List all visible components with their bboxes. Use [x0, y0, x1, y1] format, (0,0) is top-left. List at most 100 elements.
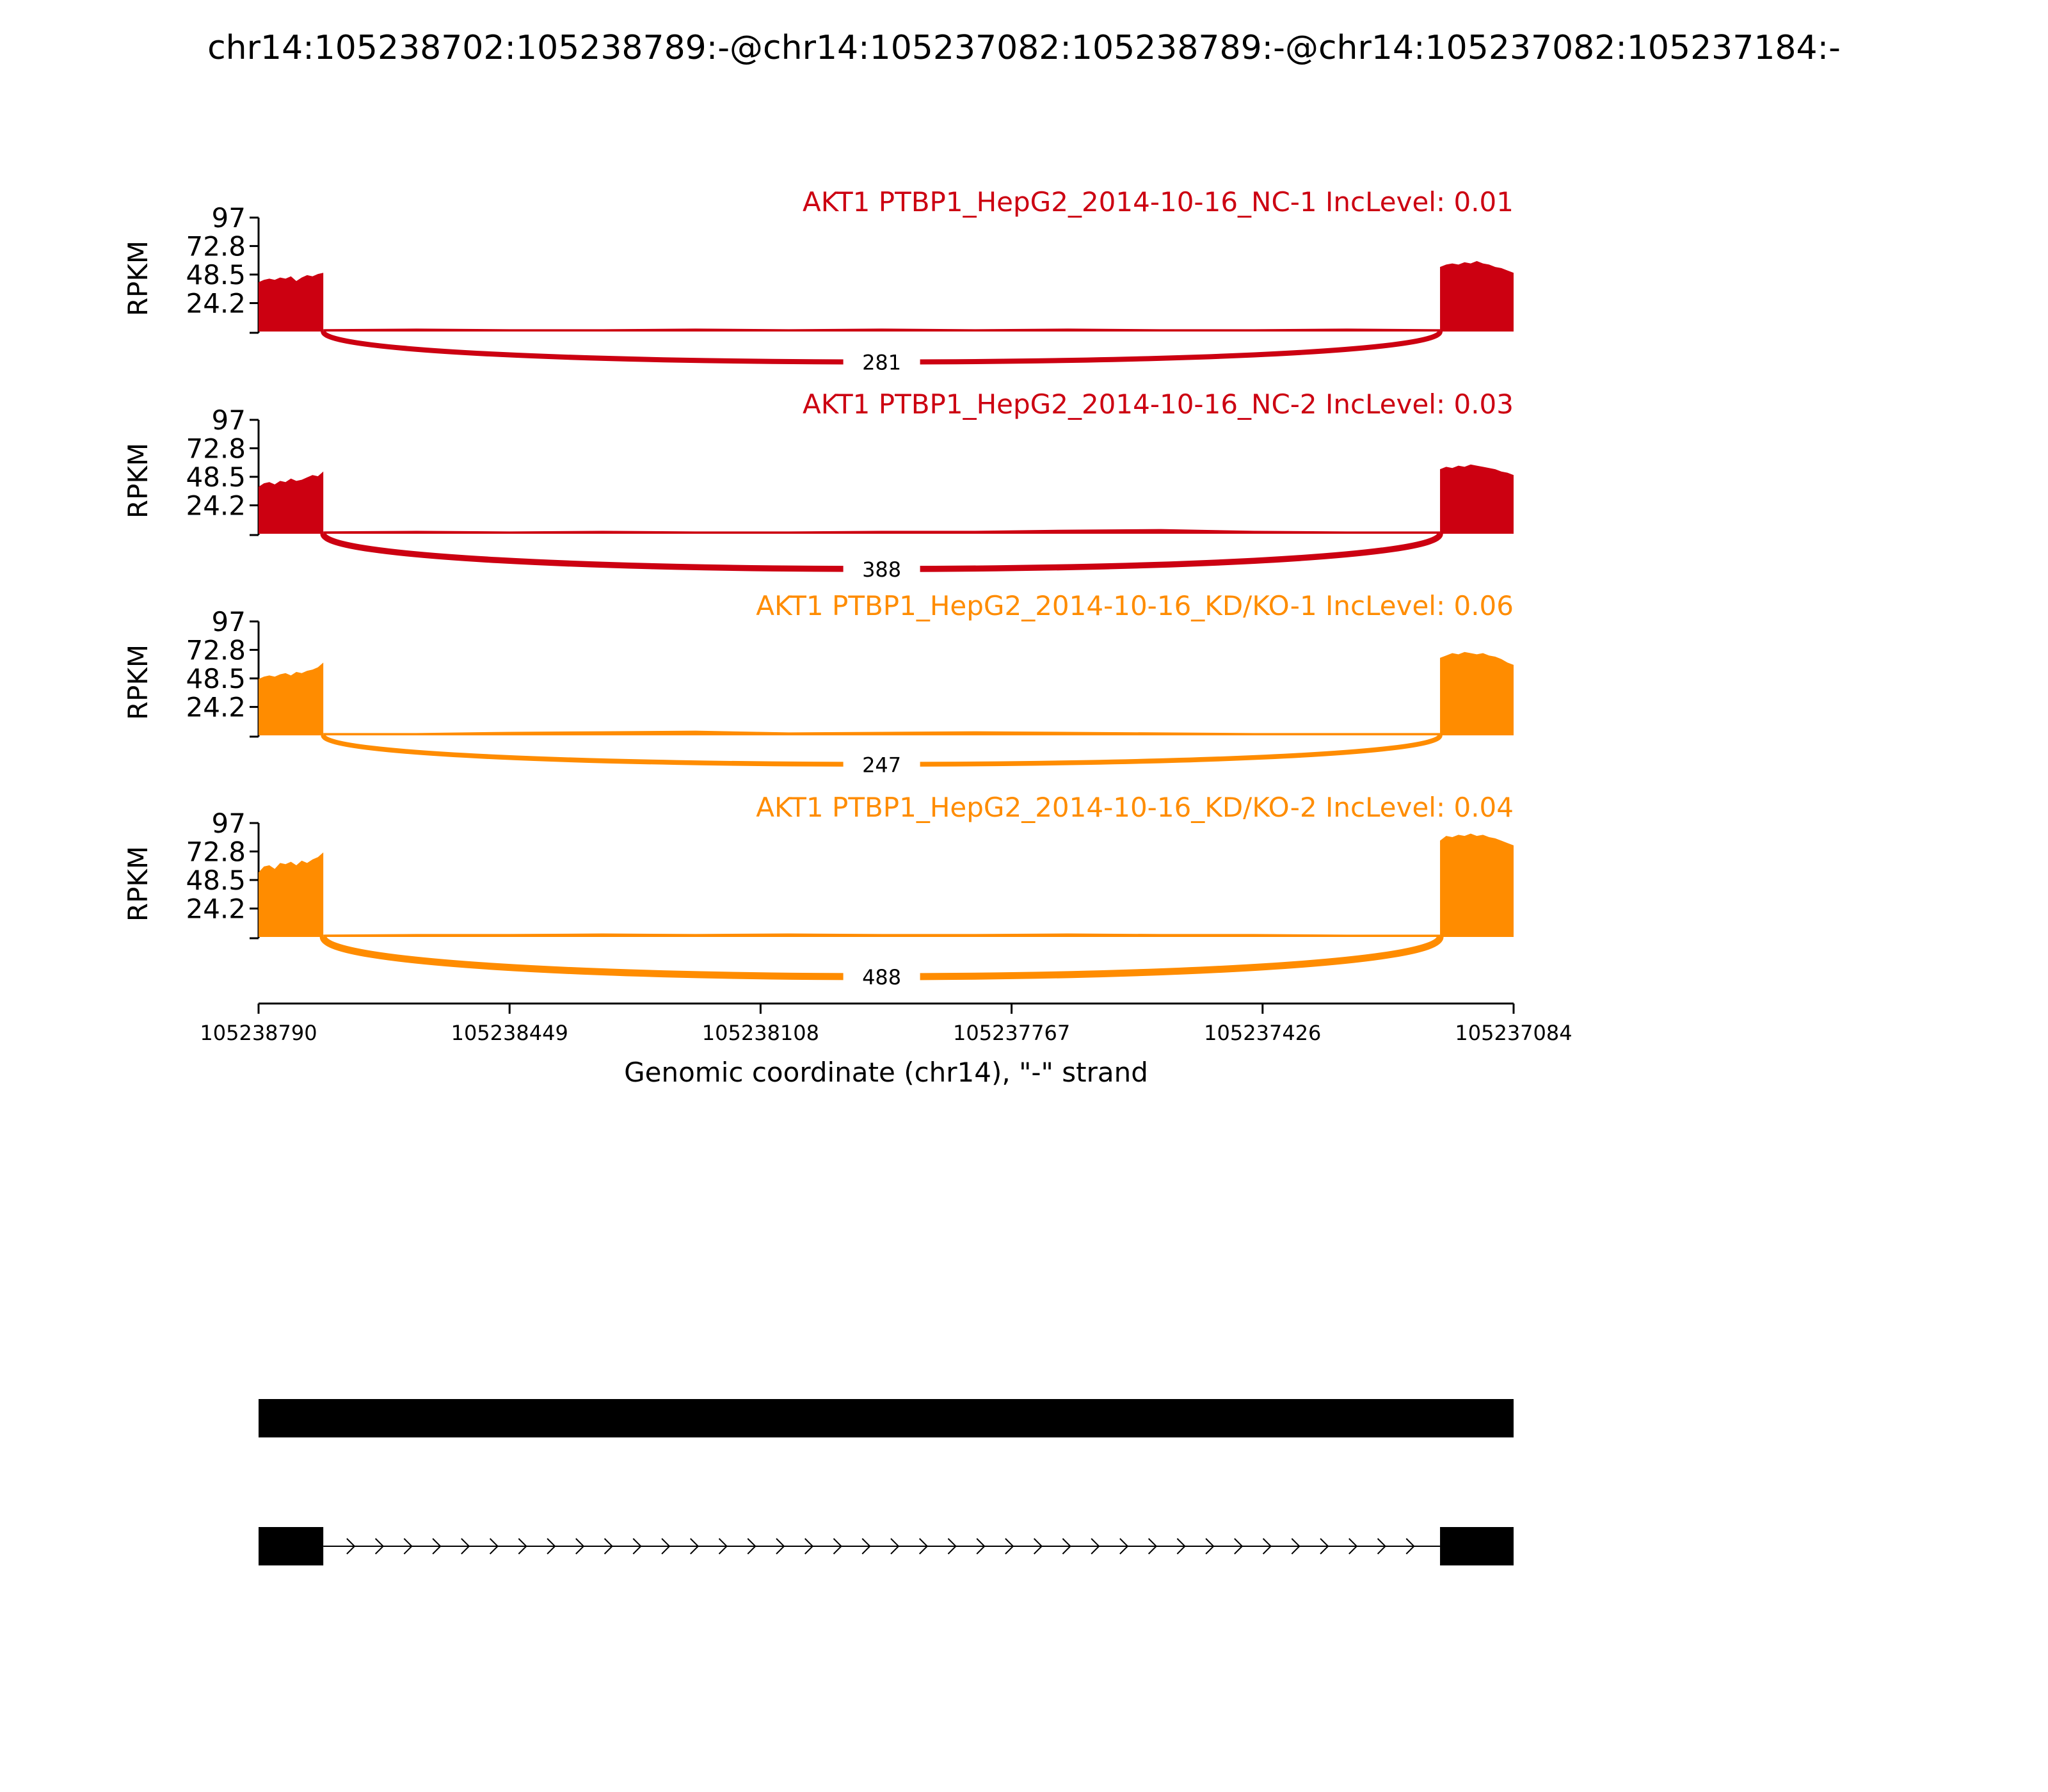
intron-arrow [776, 1538, 785, 1555]
x-tick-label: 105238108 [702, 1021, 819, 1045]
intron-arrow [890, 1538, 900, 1555]
exon1-coverage [259, 662, 324, 735]
y-tick-label: 48.5 [186, 865, 246, 896]
x-tick-label: 105237084 [1455, 1021, 1572, 1045]
x-axis: 105238790 105238449 105238108 105237767 1052… [200, 1002, 1572, 1088]
intron-arrow [1005, 1538, 1014, 1555]
x-tick-label: 105237426 [1204, 1021, 1321, 1045]
intron-arrow [547, 1538, 556, 1555]
x-tick-label: 105237767 [953, 1021, 1070, 1045]
isoform-skipping-exon1 [259, 1527, 324, 1565]
y-tick-label: 24.2 [186, 893, 246, 925]
x-tick-label: 105238449 [451, 1021, 568, 1045]
exon2-coverage [1440, 833, 1514, 937]
intron-arrow [575, 1538, 585, 1555]
exon2-coverage [1440, 260, 1514, 332]
intron-arrow [518, 1538, 527, 1555]
intron-arrow [1291, 1538, 1300, 1555]
intron-arrow [947, 1538, 957, 1555]
intron-arrow [690, 1538, 700, 1555]
track-label: AKT1 PTBP1_HepG2_2014-10-16_KD/KO-2 IncL… [756, 792, 1514, 823]
intron-coverage [323, 933, 1441, 937]
intron-arrow [1119, 1538, 1129, 1555]
y-tick-label: 97 [212, 606, 246, 637]
intron-arrow [1176, 1538, 1186, 1555]
intron-arrow [1033, 1538, 1043, 1555]
junction-label-bg [843, 750, 920, 779]
intron-arrow [976, 1538, 986, 1555]
intron-arrow [1348, 1538, 1358, 1555]
intron-arrow [604, 1538, 613, 1555]
y-tick-label: 48.5 [186, 663, 246, 694]
y-tick-label: 97 [212, 202, 246, 234]
intron-arrow [432, 1538, 442, 1555]
intron-arrow [804, 1538, 814, 1555]
gene-model [259, 1399, 1514, 1565]
x-axis-label: Genomic coordinate (chr14), "-" strand [624, 1057, 1148, 1088]
isoform-inclusion-exon [259, 1399, 1514, 1437]
intron-coverage [323, 730, 1441, 735]
intron-arrow [1205, 1538, 1215, 1555]
y-tick-label: 24.2 [186, 490, 246, 522]
junction-label-bg [843, 963, 920, 991]
intron-coverage [323, 328, 1441, 332]
track-label: AKT1 PTBP1_HepG2_2014-10-16_KD/KO-1 IncL… [756, 590, 1514, 621]
y-tick-label: 72.8 [186, 230, 246, 262]
track-label: AKT1 PTBP1_HepG2_2014-10-16_NC-1 IncLeve… [803, 186, 1514, 218]
intron-arrow [1377, 1538, 1386, 1555]
track-label: AKT1 PTBP1_HepG2_2014-10-16_NC-2 IncLeve… [803, 388, 1514, 420]
y-tick-label: 48.5 [186, 259, 246, 291]
intron-arrow [919, 1538, 929, 1555]
y-axis-label: RPKM [122, 644, 154, 720]
intron-arrow [1234, 1538, 1244, 1555]
intron-arrow [1320, 1538, 1329, 1555]
intron-arrow [1148, 1538, 1158, 1555]
intron-arrow [718, 1538, 728, 1555]
y-axis-label: RPKM [122, 241, 154, 316]
intron-arrow [747, 1538, 756, 1555]
figure-title: chr14:105238702:105238789:-@chr14:105237… [207, 29, 1841, 67]
exon2-coverage [1440, 652, 1514, 735]
junction-count: 488 [862, 965, 901, 989]
y-tick-label: 48.5 [186, 461, 246, 493]
intron-arrow [461, 1538, 470, 1555]
intron-arrow [833, 1538, 842, 1555]
y-axis-label: RPKM [122, 443, 154, 518]
intron-arrow [1405, 1538, 1415, 1555]
y-axis-label: RPKM [122, 846, 154, 922]
intron-arrow [632, 1538, 642, 1555]
exon1-coverage [259, 273, 324, 332]
intron-arrow [489, 1538, 499, 1555]
x-tick-label: 105238790 [200, 1021, 317, 1045]
y-tick-label: 72.8 [186, 634, 246, 666]
isoform-skipping-exon2 [1440, 1527, 1514, 1565]
junction-label-bg [843, 348, 920, 376]
y-tick-label: 24.2 [186, 288, 246, 319]
junction-count: 281 [862, 351, 901, 375]
exon2-coverage [1440, 464, 1514, 534]
intron-arrow [861, 1538, 871, 1555]
intron-arrow [374, 1538, 385, 1555]
y-tick-label: 72.8 [186, 433, 246, 464]
intron-arrow [403, 1538, 413, 1555]
intron-coverage [323, 529, 1441, 534]
junction-label-bg [843, 555, 920, 584]
junction-count: 388 [862, 557, 901, 582]
junction-count: 247 [862, 753, 901, 777]
exon1-coverage [259, 471, 324, 534]
intron-arrow [1062, 1538, 1071, 1555]
y-tick-label: 97 [212, 404, 246, 436]
intron-arrow [1091, 1538, 1100, 1555]
y-tick-label: 24.2 [186, 692, 246, 723]
y-tick-label: 97 [212, 808, 246, 839]
exon1-coverage [259, 852, 324, 937]
intron-arrow [661, 1538, 671, 1555]
intron-arrow [1262, 1538, 1272, 1555]
intron-arrow [346, 1538, 356, 1555]
